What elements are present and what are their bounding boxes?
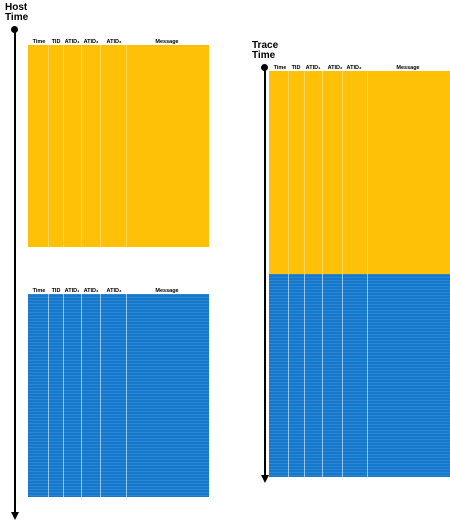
col-header-message: Message [155,39,179,45]
column-separator [126,294,127,497]
column-separator [367,71,368,274]
col-header-tid: TID [51,39,61,45]
column-separator [288,71,289,274]
host-axis-arrow-icon [10,512,19,520]
col-header-atid1: ATID₁ [64,288,80,294]
host-time-label-line1: Host [5,2,28,13]
col-header-tid: TID [291,65,301,71]
column-separator [367,274,368,477]
column-separator [100,294,101,497]
col-header-atid2: ATID₂ [83,288,99,294]
trace-time-label-line1: Trace [252,40,279,51]
trace-log-header: Time TID ATID₁ ATID₂ ATID₃ Message [269,64,450,72]
col-header-atid3: ATID₃ [346,65,362,71]
host-time-label: Host Time [5,3,28,23]
host-upper-log-block [28,45,209,247]
col-header-time: Time [32,288,46,294]
column-separator [48,45,49,247]
host-lower-log-block [28,294,209,497]
trace-time-label-line2: Time [252,50,276,61]
col-header-time: Time [273,65,287,71]
column-separator [126,45,127,247]
column-separator [288,274,289,477]
col-header-atid1: ATID₁ [305,65,321,71]
column-separator [81,45,82,247]
column-separator [322,71,323,274]
col-header-atid2: ATID₂ [83,39,99,45]
trace-log-blue-block [269,274,450,477]
column-separator [100,45,101,247]
column-separator [342,71,343,274]
trace-time-axis [264,67,266,476]
col-header-atid3: ATID₃ [106,288,122,294]
col-header-atid1: ATID₁ [64,39,80,45]
host-time-axis [14,29,16,513]
col-header-message: Message [396,65,420,71]
column-separator [322,274,323,477]
trace-time-label: Trace Time [252,41,278,61]
col-header-atid2: ATID₂ [327,65,343,71]
column-separator [63,45,64,247]
col-header-message: Message [155,288,179,294]
trace-axis-arrow-icon [260,475,269,483]
trace-log-yellow-block [269,71,450,274]
column-separator [48,294,49,497]
column-separator [81,294,82,497]
column-separator [304,274,305,477]
column-separator [304,71,305,274]
column-separator [342,274,343,477]
column-separator [63,294,64,497]
col-header-tid: TID [51,288,61,294]
col-header-time: Time [32,39,46,45]
host-lower-log-header: Time TID ATID₁ ATID₂ ATID₃ Message [28,287,209,295]
col-header-atid3: ATID₃ [106,39,122,45]
host-time-label-line2: Time [5,12,29,23]
host-upper-log-header: Time TID ATID₁ ATID₂ ATID₃ Message [28,38,209,46]
